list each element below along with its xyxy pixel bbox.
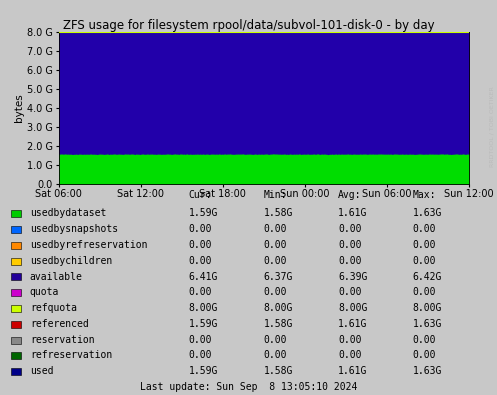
Text: 0.00: 0.00 — [189, 335, 212, 345]
Text: Cur:: Cur: — [189, 190, 212, 199]
Text: used: used — [30, 366, 53, 376]
Text: 0.00: 0.00 — [189, 256, 212, 266]
Text: 1.59G: 1.59G — [189, 319, 218, 329]
Text: 0.00: 0.00 — [189, 287, 212, 297]
Text: usedbysnapshots: usedbysnapshots — [30, 224, 118, 234]
Text: Last update: Sun Sep  8 13:05:10 2024: Last update: Sun Sep 8 13:05:10 2024 — [140, 382, 357, 392]
Text: 1.63G: 1.63G — [413, 366, 442, 376]
Text: 0.00: 0.00 — [413, 256, 436, 266]
Text: 0.00: 0.00 — [413, 287, 436, 297]
Text: 0.00: 0.00 — [413, 240, 436, 250]
Text: 0.00: 0.00 — [263, 256, 287, 266]
Text: Min:: Min: — [263, 190, 287, 199]
Text: 0.00: 0.00 — [338, 335, 361, 345]
Text: 8.00G: 8.00G — [413, 303, 442, 313]
Text: 1.61G: 1.61G — [338, 208, 367, 218]
Text: 6.37G: 6.37G — [263, 271, 293, 282]
Text: usedbychildren: usedbychildren — [30, 256, 112, 266]
Text: 0.00: 0.00 — [338, 287, 361, 297]
Text: usedbyrefreservation: usedbyrefreservation — [30, 240, 147, 250]
Text: 0.00: 0.00 — [263, 335, 287, 345]
Text: 1.58G: 1.58G — [263, 366, 293, 376]
Text: 0.00: 0.00 — [413, 224, 436, 234]
Text: quota: quota — [30, 287, 59, 297]
Text: usedbydataset: usedbydataset — [30, 208, 106, 218]
Text: 1.63G: 1.63G — [413, 319, 442, 329]
Text: 0.00: 0.00 — [263, 240, 287, 250]
Text: 0.00: 0.00 — [413, 350, 436, 361]
Text: 1.58G: 1.58G — [263, 319, 293, 329]
Text: 0.00: 0.00 — [263, 224, 287, 234]
Text: refreservation: refreservation — [30, 350, 112, 361]
Text: refquota: refquota — [30, 303, 77, 313]
Text: 1.59G: 1.59G — [189, 366, 218, 376]
Text: RRDTOOL / TOBI OETIKER: RRDTOOL / TOBI OETIKER — [490, 86, 495, 167]
Text: 0.00: 0.00 — [263, 287, 287, 297]
Y-axis label: bytes: bytes — [14, 93, 24, 122]
Text: 0.00: 0.00 — [338, 350, 361, 361]
Text: reservation: reservation — [30, 335, 94, 345]
Text: Max:: Max: — [413, 190, 436, 199]
Text: available: available — [30, 271, 83, 282]
Text: referenced: referenced — [30, 319, 88, 329]
Text: 0.00: 0.00 — [413, 335, 436, 345]
Text: 1.61G: 1.61G — [338, 366, 367, 376]
Text: 1.61G: 1.61G — [338, 319, 367, 329]
Text: 0.00: 0.00 — [338, 240, 361, 250]
Text: 8.00G: 8.00G — [263, 303, 293, 313]
Text: 0.00: 0.00 — [189, 224, 212, 234]
Text: 8.00G: 8.00G — [338, 303, 367, 313]
Text: 6.41G: 6.41G — [189, 271, 218, 282]
Text: 0.00: 0.00 — [338, 224, 361, 234]
Text: ZFS usage for filesystem rpool/data/subvol-101-disk-0 - by day: ZFS usage for filesystem rpool/data/subv… — [63, 19, 434, 32]
Text: Avg:: Avg: — [338, 190, 361, 199]
Text: 0.00: 0.00 — [338, 256, 361, 266]
Text: 1.58G: 1.58G — [263, 208, 293, 218]
Text: 0.00: 0.00 — [189, 240, 212, 250]
Text: 1.59G: 1.59G — [189, 208, 218, 218]
Text: 0.00: 0.00 — [263, 350, 287, 361]
Text: 1.63G: 1.63G — [413, 208, 442, 218]
Text: 0.00: 0.00 — [189, 350, 212, 361]
Text: 6.42G: 6.42G — [413, 271, 442, 282]
Text: 8.00G: 8.00G — [189, 303, 218, 313]
Text: 6.39G: 6.39G — [338, 271, 367, 282]
